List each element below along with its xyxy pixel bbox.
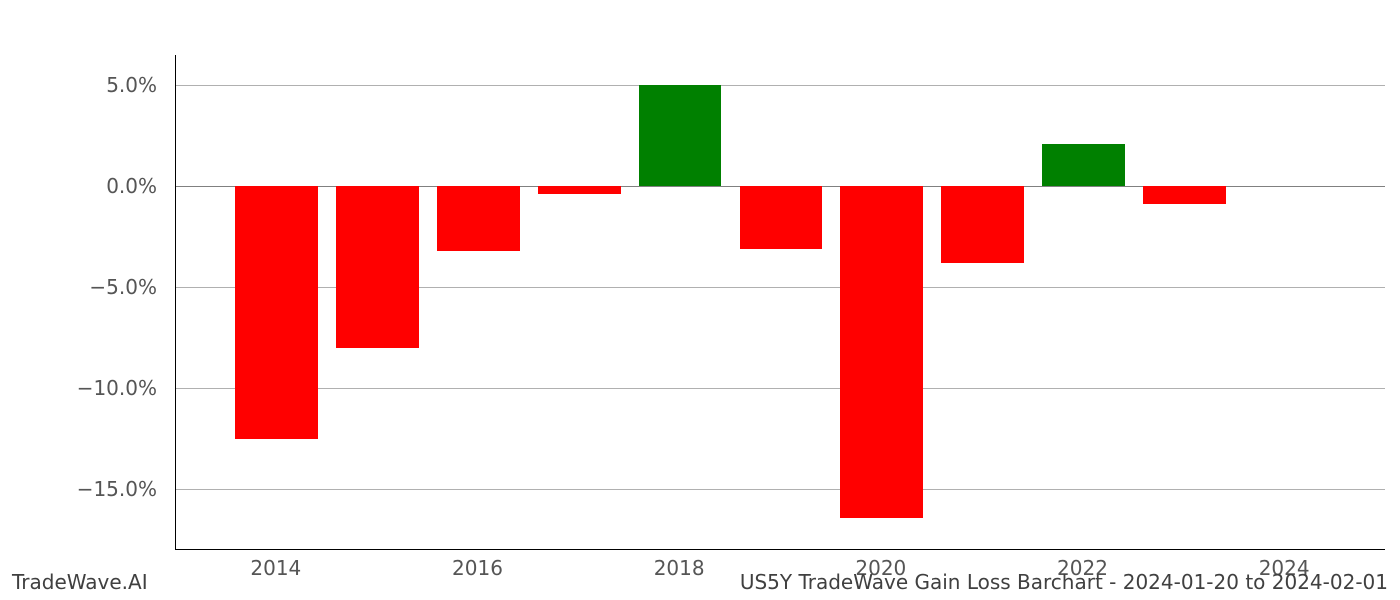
bar-2023 [1143,186,1226,204]
y-tick-label: −5.0% [0,275,157,299]
bar-2016 [437,186,520,251]
y-tick-label: 5.0% [0,73,157,97]
plot-area [175,55,1385,550]
y-tick-label: 0.0% [0,174,157,198]
bar-2020 [840,186,923,517]
bar-2018 [639,85,722,186]
gridline [176,489,1385,490]
y-tick-label: −15.0% [0,477,157,501]
chart-container: −15.0%−10.0%−5.0%0.0%5.0% 20142016201820… [0,0,1400,600]
bar-2017 [538,186,621,194]
gridline [176,388,1385,389]
watermark-left: TradeWave.AI [12,570,148,594]
chart-caption: US5Y TradeWave Gain Loss Barchart - 2024… [740,570,1388,594]
bar-2022 [1042,144,1125,186]
bar-2019 [740,186,823,249]
bar-2021 [941,186,1024,263]
gridline [176,85,1385,86]
x-tick-label: 2016 [452,556,503,580]
y-tick-label: −10.0% [0,376,157,400]
bar-2014 [235,186,318,439]
x-tick-label: 2018 [654,556,705,580]
bar-2015 [336,186,419,348]
x-tick-label: 2014 [250,556,301,580]
